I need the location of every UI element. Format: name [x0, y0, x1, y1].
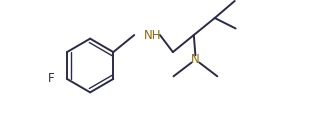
Text: F: F	[48, 72, 55, 85]
Text: N: N	[191, 53, 200, 66]
Text: NH: NH	[144, 29, 162, 42]
